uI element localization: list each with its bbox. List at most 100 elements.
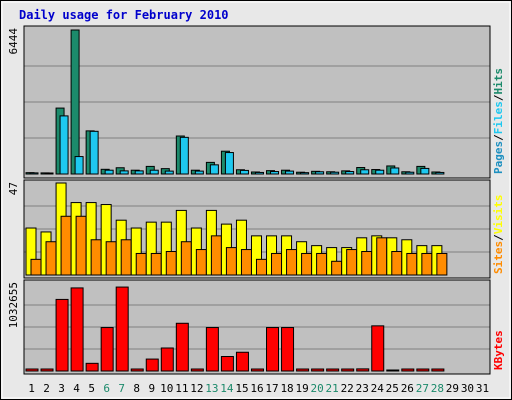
bar-files-day-27 <box>420 167 430 175</box>
x-tick-label-day-13: 13 <box>205 382 218 395</box>
x-tick-label-day-31: 31 <box>476 382 489 395</box>
bar-kbytes-day-6 <box>100 327 114 372</box>
bar-sites-day-8 <box>135 252 147 276</box>
bar-sites-day-11 <box>180 241 192 276</box>
bar-sites-day-15 <box>240 249 252 276</box>
bar-files-day-28 <box>435 171 445 175</box>
x-tick-label-day-15: 15 <box>235 382 248 395</box>
bar-files-day-2 <box>44 172 54 175</box>
bar-files-day-8 <box>134 170 144 175</box>
bar-sites-day-17 <box>271 252 283 276</box>
bar-sites-day-22 <box>346 249 358 276</box>
x-tick-label-day-8: 8 <box>133 382 140 395</box>
x-tick-label-day-2: 2 <box>43 382 50 395</box>
y-axis-max-label: 6444 <box>7 28 20 55</box>
x-tick-label-day-5: 5 <box>88 382 95 395</box>
x-tick-label-day-12: 12 <box>190 382 203 395</box>
bar-sites-day-20 <box>316 252 328 276</box>
bar-kbytes-day-24 <box>371 325 385 372</box>
bar-sites-day-23 <box>361 251 373 276</box>
bar-files-day-16 <box>254 171 264 175</box>
bar-files-day-19 <box>300 172 310 175</box>
bar-sites-day-14 <box>225 247 237 276</box>
bar-files-day-24 <box>375 169 385 175</box>
bar-kbytes-day-10 <box>160 347 174 372</box>
x-tick-label-day-10: 10 <box>160 382 173 395</box>
bar-files-day-4 <box>74 156 84 175</box>
legend: KBytes <box>492 330 505 370</box>
bar-sites-day-4 <box>75 215 87 276</box>
bar-files-day-12 <box>194 170 204 175</box>
bar-files-day-1 <box>29 172 39 175</box>
bar-sites-day-13 <box>210 235 222 276</box>
bar-kbytes-day-21 <box>326 368 340 372</box>
bar-sites-day-16 <box>255 258 267 276</box>
bar-sites-day-28 <box>436 252 448 276</box>
bar-kbytes-day-12 <box>190 368 204 372</box>
bar-kbytes-day-25 <box>386 369 400 372</box>
x-tick-label-day-16: 16 <box>250 382 263 395</box>
x-tick-label-day-29: 29 <box>446 382 459 395</box>
bar-sites-day-6 <box>105 241 117 276</box>
bar-kbytes-day-28 <box>431 368 445 372</box>
y-axis-max-label: 1032655 <box>7 282 20 328</box>
bar-files-day-26 <box>405 171 415 175</box>
chart-title: Daily usage for February 2010 <box>19 8 229 22</box>
bar-kbytes-day-11 <box>175 322 189 372</box>
bar-kbytes-day-5 <box>85 362 99 372</box>
bar-kbytes-day-18 <box>281 327 295 372</box>
bar-kbytes-day-27 <box>416 368 430 372</box>
x-tick-label-day-17: 17 <box>265 382 278 395</box>
bar-files-day-3 <box>59 115 69 175</box>
legend: Sites/Visits <box>492 195 505 275</box>
x-tick-label-day-20: 20 <box>311 382 324 395</box>
bar-sites-day-10 <box>165 251 177 276</box>
legend-entry: Files <box>492 101 505 134</box>
bar-sites-day-1 <box>30 258 42 276</box>
x-tick-label-day-23: 23 <box>356 382 369 395</box>
x-tick-label-day-30: 30 <box>461 382 474 395</box>
panel-2: 47 Sites/Visits <box>7 179 505 279</box>
bar-files-day-5 <box>89 130 99 175</box>
bar-sites-day-21 <box>331 260 343 276</box>
x-tick-label-day-24: 24 <box>371 382 385 395</box>
bar-kbytes-day-19 <box>296 368 310 372</box>
x-tick-label-day-22: 22 <box>341 382 354 395</box>
bar-kbytes-day-9 <box>145 358 159 372</box>
bar-files-day-7 <box>119 170 129 175</box>
x-tick-label-day-21: 21 <box>326 382 339 395</box>
x-tick-label-day-11: 11 <box>175 382 188 395</box>
x-tick-label-day-7: 7 <box>118 382 125 395</box>
x-tick-label-day-6: 6 <box>103 382 110 395</box>
x-tick-label-day-26: 26 <box>401 382 414 395</box>
bar-sites-day-18 <box>286 249 298 276</box>
legend-entry: Visits <box>492 195 505 235</box>
bar-sites-day-19 <box>301 252 313 276</box>
bar-files-day-21 <box>330 171 340 175</box>
bar-sites-day-12 <box>195 249 207 276</box>
bar-files-day-13 <box>209 164 219 175</box>
legend: Pages/Files/Hits <box>492 68 505 174</box>
legend-entry: Sites <box>492 241 505 274</box>
panel-border <box>23 179 491 279</box>
bar-kbytes-day-7 <box>115 286 129 372</box>
x-axis-labels: 1 2 3 4 5 6 7 8 9 10 11 12 13 14 15 16 17 18 19 20 21 22 23 24 2… <box>28 382 489 395</box>
bar-files-day-22 <box>345 171 355 175</box>
bar-sites-day-24 <box>376 237 388 276</box>
x-tick-label-day-4: 4 <box>73 382 80 395</box>
bar-files-day-25 <box>390 167 400 175</box>
x-tick-label-day-28: 28 <box>431 382 444 395</box>
bar-kbytes-day-15 <box>235 351 249 372</box>
bar-sites-day-5 <box>90 239 102 276</box>
bar-files-day-14 <box>224 152 234 175</box>
bar-hits-day-4 <box>70 29 80 175</box>
x-tick-label-day-3: 3 <box>58 382 65 395</box>
bar-kbytes-day-17 <box>266 327 280 372</box>
bar-files-day-23 <box>360 169 370 175</box>
bar-files-day-11 <box>179 136 189 175</box>
bar-files-day-15 <box>239 169 249 175</box>
bar-sites-day-9 <box>150 252 162 276</box>
